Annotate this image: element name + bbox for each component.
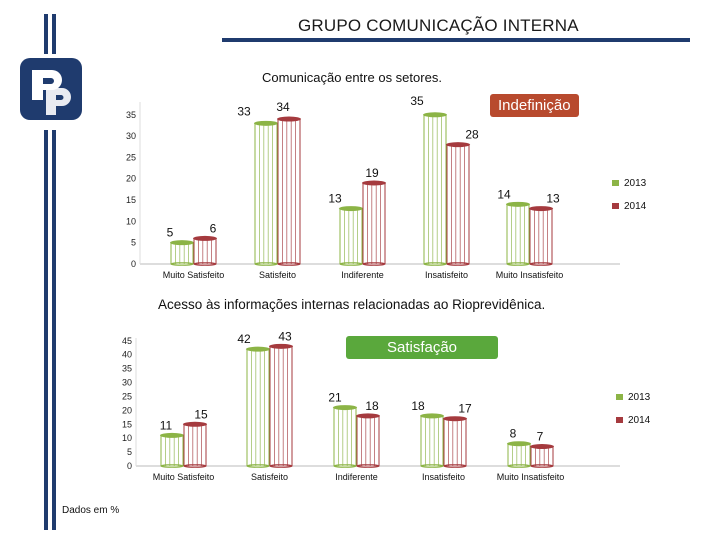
c2-data-label-2014-1: 43	[278, 329, 292, 343]
c2-bar-2014-0	[183, 421, 207, 468]
c1-legend-swatch-2013	[612, 180, 619, 186]
left-rule-2	[52, 130, 56, 530]
c1-ytick-label: 0	[131, 259, 136, 269]
chart2-banner: Satisfação	[346, 336, 498, 359]
left-rule-1	[44, 130, 48, 530]
c2-data-label-2013-4: 8	[510, 427, 517, 441]
c1-data-label-2013-3: 35	[410, 94, 424, 108]
c1-data-label-2013-2: 13	[328, 192, 342, 206]
c2-ytick-label: 5	[127, 447, 132, 457]
c2-data-label-2013-2: 21	[328, 391, 342, 405]
chart2-title: Acesso às informações internas relaciona…	[158, 297, 546, 312]
c2-ytick-label: 35	[122, 364, 132, 374]
c2-data-label-2014-3: 17	[458, 402, 472, 416]
c1-data-label-2013-0: 5	[167, 226, 174, 240]
header-bar-vertical-1	[44, 14, 48, 54]
c2-data-label-2013-3: 18	[411, 399, 425, 413]
c2-ytick-label: 30	[122, 378, 132, 388]
c1-category-label-4: Muito Insatisfeito	[496, 270, 564, 280]
c2-ytick-label: 15	[122, 419, 132, 429]
c1-bar-2013-4	[506, 201, 530, 266]
chart1-title: Comunicação entre os setores.	[262, 70, 442, 85]
c2-bar-2013-0	[160, 432, 184, 468]
c2-category-label-4: Muito Insatisfeito	[497, 472, 565, 482]
c1-data-label-2014-1: 34	[276, 100, 290, 114]
c2-bar-2014-4	[530, 444, 554, 468]
c2-category-label-2: Indiferente	[335, 472, 378, 482]
c1-category-label-0: Muito Satisfeito	[163, 270, 225, 280]
c2-ytick-label: 40	[122, 350, 132, 360]
c1-bar-2014-1	[277, 116, 301, 266]
c1-data-label-2014-3: 28	[465, 128, 479, 142]
header-bar-horizontal	[222, 38, 690, 42]
chart1-svg: 0 5 10 15 20 25 30 35 5 6 Muito Satisfeito 33 34 Sati…	[126, 94, 647, 280]
c1-data-label-2014-4: 13	[546, 192, 560, 206]
c1-ytick-label: 30	[126, 131, 136, 141]
chart1-banner: Indefinição	[490, 94, 579, 117]
c2-bar-2013-3	[420, 413, 444, 468]
c1-bar-2013-2	[339, 206, 363, 266]
footer-note: Dados em %	[62, 505, 120, 516]
c2-bar-2013-1	[246, 346, 270, 468]
c2-bar-2014-1	[269, 343, 293, 468]
c1-bar-2013-1	[254, 120, 278, 266]
c1-bar-2014-3	[446, 142, 470, 266]
c2-bar-2014-2	[356, 413, 380, 468]
c1-legend-label-2014: 2014	[624, 201, 647, 212]
c1-ytick-label: 10	[126, 216, 136, 226]
c2-data-label-2014-0: 15	[194, 407, 208, 421]
c1-bar-2013-3	[423, 112, 447, 266]
page-title: GRUPO COMUNICAÇÃO INTERNA	[298, 16, 579, 35]
c2-data-label-2014-4: 7	[537, 430, 544, 444]
c2-data-label-2013-0: 11	[160, 418, 173, 432]
c2-category-label-1: Satisfeito	[251, 472, 288, 482]
c1-ytick-label: 5	[131, 238, 136, 248]
c2-ytick-label: 45	[122, 336, 132, 346]
c1-ytick-label: 15	[126, 195, 136, 205]
c1-bar-2013-0	[170, 240, 194, 266]
c2-data-label-2014-2: 18	[365, 399, 379, 413]
c2-legend-label-2014: 2014	[628, 415, 651, 426]
c1-ytick-label: 25	[126, 152, 136, 162]
c1-legend-swatch-2014	[612, 203, 619, 209]
c2-category-label-0: Muito Satisfeito	[153, 472, 215, 482]
c2-category-label-3: Insatisfeito	[422, 472, 465, 482]
c1-ytick-label: 35	[126, 110, 136, 120]
c2-ytick-label: 25	[122, 391, 132, 401]
c1-bar-2014-4	[529, 206, 553, 266]
c2-ytick-label: 20	[122, 405, 132, 415]
c2-legend-swatch-2013	[616, 394, 623, 400]
c1-ytick-label: 20	[126, 174, 136, 184]
c1-category-label-1: Satisfeito	[259, 270, 296, 280]
c2-ytick-label: 0	[127, 461, 132, 471]
c2-ytick-label: 10	[122, 433, 132, 443]
c2-legend-label-2013: 2013	[628, 392, 651, 403]
c1-data-label-2014-0: 6	[210, 221, 217, 235]
c2-data-label-2013-1: 42	[237, 332, 251, 346]
c1-legend-label-2013: 2013	[624, 178, 647, 189]
c1-data-label-2013-4: 14	[497, 187, 511, 201]
c1-bar-2014-0	[193, 235, 217, 266]
header-bar-vertical-2	[52, 14, 56, 54]
c1-category-label-2: Indiferente	[341, 270, 384, 280]
c2-bar-2014-3	[443, 416, 467, 468]
c1-bar-2014-2	[362, 180, 386, 266]
c1-category-label-3: Insatisfeito	[425, 270, 468, 280]
c2-bar-2013-2	[333, 405, 357, 468]
c2-bar-2013-4	[507, 441, 531, 468]
rioprevidencia-logo-icon	[20, 58, 82, 120]
c1-data-label-2013-1: 33	[237, 104, 251, 118]
c1-data-label-2014-2: 19	[365, 166, 379, 180]
c2-legend-swatch-2014	[616, 417, 623, 423]
